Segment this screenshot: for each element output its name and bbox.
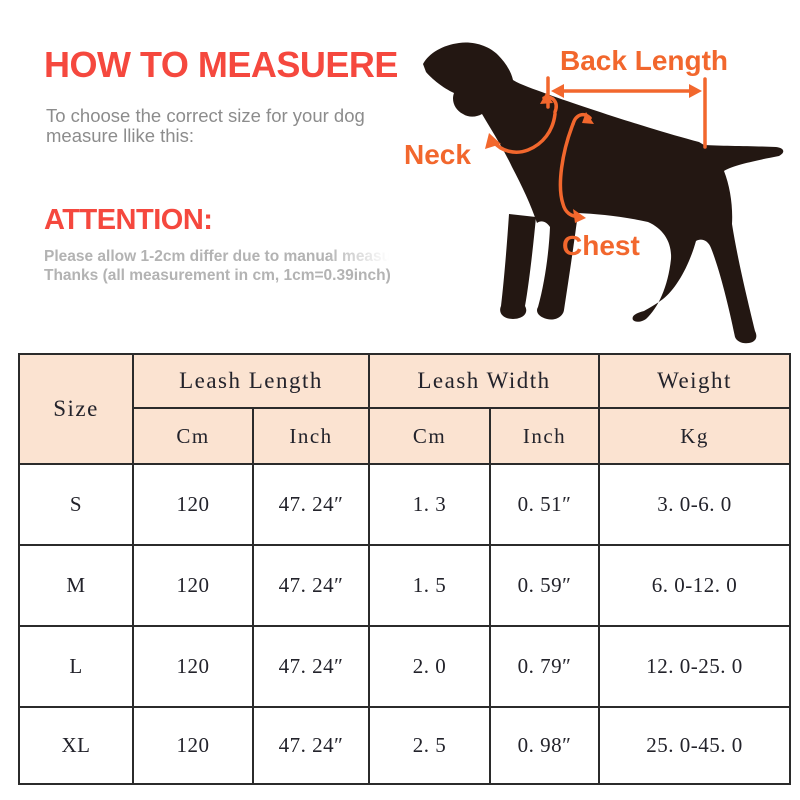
table-row: L 120 47. 24″ 2. 0 0. 79″ 12. 0-25. 0: [18, 625, 792, 708]
width-cm-cell: 2. 0: [368, 625, 492, 708]
page-title: HOW TO MEASUERE: [44, 44, 398, 85]
unit-header-kg: Kg: [598, 407, 792, 465]
width-inch-cell: 0. 51″: [489, 463, 601, 546]
attention-heading: ATTENTION:: [44, 204, 213, 236]
size-cell: S: [18, 463, 134, 546]
measure-instructions: To choose the correct size for your dog …: [46, 105, 365, 146]
col-header-leash-length: Leash Length: [131, 353, 371, 409]
unit-header-cm: Cm: [368, 407, 492, 465]
attention-notes: Please allow 1-2cm differ due to manual …: [44, 248, 396, 285]
back-length-label: Back Length: [560, 45, 729, 76]
unit-header-inch: Inch: [251, 407, 371, 465]
length-inch-cell: 47. 24″: [251, 625, 371, 708]
length-cm-cell: 120: [132, 463, 254, 546]
width-inch-cell: 0. 79″: [489, 625, 601, 708]
width-cm-cell: 1. 3: [368, 463, 492, 546]
weight-cell: 3. 0-6. 0: [598, 463, 792, 546]
chest-label: Chest: [562, 230, 640, 261]
length-inch-cell: 47. 24″: [251, 463, 371, 546]
width-cm-cell: 1. 5: [368, 544, 492, 627]
weight-cell: 6. 0-12. 0: [598, 544, 792, 627]
col-header-weight: Weight: [598, 353, 792, 409]
weight-cell: 25. 0-45. 0: [598, 706, 792, 785]
unit-header-inch: Inch: [489, 407, 601, 465]
neck-label: Neck: [404, 139, 471, 170]
table-header-row: Size Leash Length Leash Width Weight: [18, 353, 792, 465]
length-inch-cell: 47. 24″: [251, 706, 371, 785]
length-cm-cell: 120: [132, 706, 254, 785]
attention-note-line2: Thanks (all measurement in cm, 1cm=0.39i…: [44, 266, 391, 284]
unit-header-cm: Cm: [132, 407, 254, 465]
width-cm-cell: 2. 5: [368, 706, 492, 785]
table-row: XL 120 47. 24″ 2. 5 0. 98″ 25. 0-45. 0: [18, 706, 792, 785]
width-inch-cell: 0. 59″: [489, 544, 601, 627]
dog-silhouette-icon: [423, 42, 784, 344]
size-cell: M: [18, 544, 134, 627]
width-inch-cell: 0. 98″: [489, 706, 601, 785]
chest-arrow-icon: [558, 112, 594, 223]
dog-silhouette-icon: [500, 214, 536, 319]
size-chart-table: Size Leash Length Leash Width Weight Cm …: [18, 353, 792, 785]
dog-measurement-diagram: [423, 42, 784, 344]
length-cm-cell: 120: [132, 625, 254, 708]
neck-arrow-icon: [485, 93, 558, 154]
length-inch-cell: 47. 24″: [251, 544, 371, 627]
col-header-leash-width: Leash Width: [368, 353, 601, 409]
weight-cell: 12. 0-25. 0: [598, 625, 792, 708]
table-row: S 120 47. 24″ 1. 3 0. 51″ 3. 0-6. 0: [18, 463, 792, 546]
size-cell: L: [18, 625, 134, 708]
col-header-size: Size: [18, 353, 134, 465]
attention-note-line1: Please allow 1-2cm differ due to manual …: [44, 248, 396, 267]
table-subheader-row: Cm Inch Cm Inch Kg: [19, 407, 792, 465]
size-cell: XL: [18, 706, 134, 785]
table-row: M 120 47. 24″ 1. 5 0. 59″ 6. 0-12. 0: [18, 544, 792, 627]
length-cm-cell: 120: [132, 544, 254, 627]
